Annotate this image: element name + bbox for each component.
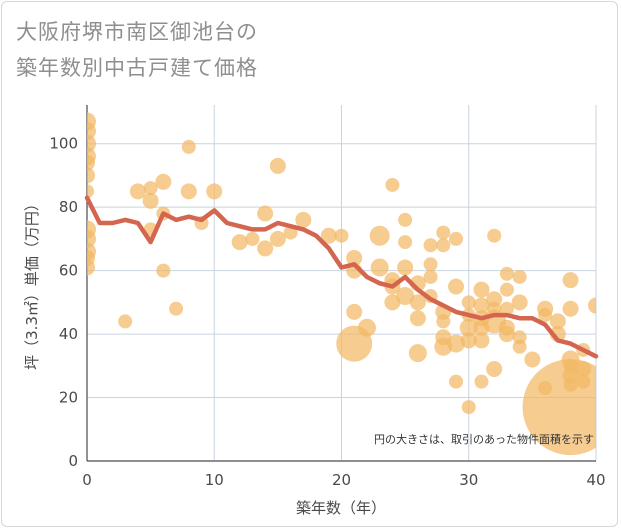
data-point xyxy=(334,228,349,243)
data-point xyxy=(460,332,477,349)
data-point xyxy=(397,259,414,276)
data-point xyxy=(449,374,464,389)
data-point xyxy=(562,300,579,317)
data-point xyxy=(499,301,514,316)
chart-title: 大阪府堺市南区御池台の 築年数別中古戸建て価格 xyxy=(16,14,258,86)
data-point xyxy=(473,332,490,349)
data-point xyxy=(369,225,390,246)
data-point xyxy=(143,181,158,196)
data-point xyxy=(346,303,363,320)
data-point xyxy=(511,294,528,311)
data-point xyxy=(409,310,426,327)
data-point xyxy=(269,157,286,174)
data-point xyxy=(87,184,94,199)
data-point xyxy=(423,257,438,272)
data-point xyxy=(423,269,438,284)
data-point xyxy=(447,334,466,353)
data-point xyxy=(474,374,489,389)
data-point xyxy=(155,173,172,190)
data-point xyxy=(87,167,95,184)
data-point xyxy=(156,263,171,278)
data-point xyxy=(169,301,184,316)
data-point xyxy=(436,314,451,329)
data-point xyxy=(346,249,363,266)
data-point xyxy=(206,183,223,200)
size-note: 円の大きさは、取引のあった物件面積を示す xyxy=(374,432,594,446)
data-point xyxy=(461,400,476,415)
data-point xyxy=(459,318,478,337)
data-point xyxy=(562,272,579,289)
data-point xyxy=(118,314,133,329)
data-point xyxy=(499,266,514,281)
data-point xyxy=(320,227,337,244)
data-point xyxy=(473,281,490,298)
data-point xyxy=(396,287,415,306)
data-point xyxy=(522,359,596,456)
line-series xyxy=(84,195,599,359)
data-point xyxy=(423,238,438,253)
data-point xyxy=(524,351,541,368)
y-tick-label: 20 xyxy=(59,389,78,407)
data-point xyxy=(245,231,260,246)
data-point xyxy=(512,269,527,284)
data-point xyxy=(499,282,514,297)
data-point xyxy=(408,344,427,363)
chart-title-line-2: 築年数別中古戸建て価格 xyxy=(16,56,258,80)
data-point xyxy=(398,212,413,227)
data-point xyxy=(180,183,197,200)
data-point xyxy=(449,231,464,246)
data-point xyxy=(512,339,527,354)
y-tick-label: 40 xyxy=(59,325,78,343)
data-point xyxy=(295,211,312,228)
data-point xyxy=(409,294,426,311)
data-point xyxy=(588,297,596,314)
y-tick-label: 100 xyxy=(49,135,78,153)
data-point xyxy=(538,308,553,323)
data-point xyxy=(398,235,413,250)
data-point xyxy=(549,313,566,330)
trend-line xyxy=(84,195,599,359)
bubble-series xyxy=(87,112,596,456)
data-point xyxy=(269,230,286,247)
y-tick-label: 0 xyxy=(68,452,78,470)
chart-title-line-1: 大阪府堺市南区御池台の xyxy=(16,20,258,44)
data-point xyxy=(87,259,95,276)
data-point xyxy=(129,183,146,200)
data-point xyxy=(436,238,451,253)
data-point xyxy=(473,297,490,314)
tick-labels: 0 20 40 60 80 100 0 10 20 30 40 xyxy=(49,135,605,489)
data-point xyxy=(384,294,401,311)
data-point xyxy=(448,278,465,295)
x-tick-label: 40 xyxy=(586,471,605,489)
x-tick-label: 30 xyxy=(459,471,478,489)
data-point xyxy=(87,154,95,171)
data-point xyxy=(181,139,196,154)
data-point xyxy=(142,192,159,209)
x-tick-label: 0 xyxy=(82,471,92,489)
y-tick-label: 80 xyxy=(59,198,78,216)
x-axis-label: 築年数（年） xyxy=(296,499,386,517)
data-point xyxy=(257,240,274,257)
y-tick-label: 60 xyxy=(59,262,78,280)
data-point xyxy=(498,326,515,343)
y-axis-label: 坪（3.3㎡）単価（万円） xyxy=(23,196,41,370)
data-point xyxy=(357,318,376,337)
data-point xyxy=(370,258,389,277)
data-point xyxy=(436,225,451,240)
data-point xyxy=(461,295,476,310)
x-tick-label: 20 xyxy=(332,471,351,489)
data-point xyxy=(231,234,248,251)
data-point xyxy=(385,177,400,192)
data-point xyxy=(257,205,274,222)
data-point xyxy=(487,228,502,243)
data-point xyxy=(486,360,503,377)
x-tick-label: 10 xyxy=(205,471,224,489)
